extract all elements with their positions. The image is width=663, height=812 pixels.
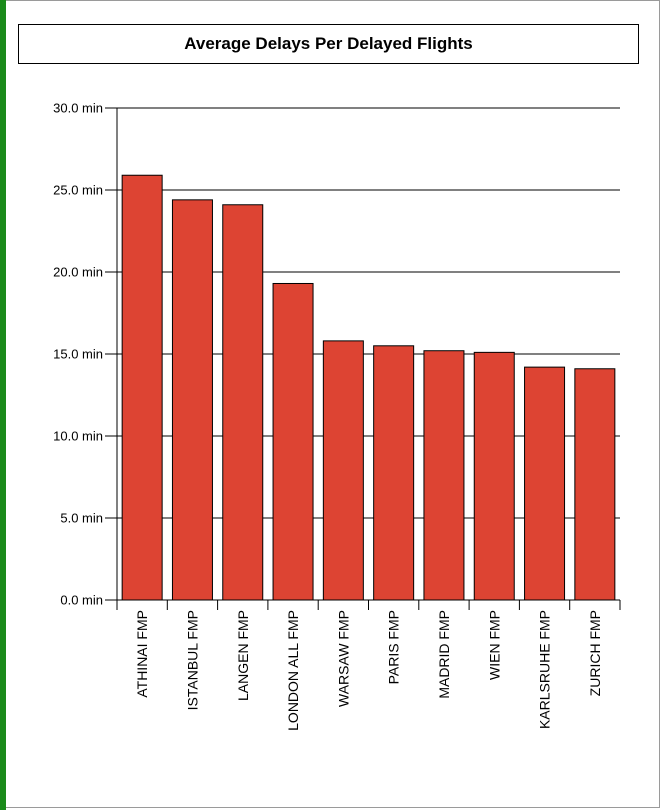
y-tick-label: 0.0 min: [60, 593, 103, 608]
x-tick-label: MADRID FMP: [436, 610, 452, 699]
x-tick-label: ATHINAI FMP: [134, 610, 150, 698]
y-tick-label: 20.0 min: [53, 265, 103, 280]
bars: [121, 174, 616, 601]
bar: [423, 350, 465, 601]
x-tick-label: PARIS FMP: [386, 610, 402, 684]
bar: [322, 340, 364, 601]
bar: [373, 345, 415, 601]
x-tick-label: ISTANBUL FMP: [184, 610, 200, 710]
left-accent-bar: [0, 0, 6, 810]
bar: [524, 366, 566, 601]
bar: [121, 174, 163, 601]
y-tick-label: 5.0 min: [60, 511, 103, 526]
y-tick-label: 25.0 min: [53, 183, 103, 198]
x-tick-labels: ATHINAI FMP ISTANBUL FMP LANGEN FMP LONDON …: [134, 610, 603, 731]
x-tick-label: ZURICH FMP: [587, 610, 603, 696]
bar: [473, 351, 515, 601]
chart-title: Average Delays Per Delayed Flights: [18, 24, 639, 64]
y-tick-label: 15.0 min: [53, 347, 103, 362]
bar: [272, 282, 314, 601]
y-tick-label: 30.0 min: [53, 101, 103, 116]
bar: [574, 368, 616, 601]
x-tick-label: WIEN FMP: [486, 610, 502, 680]
y-tick-labels: 0.0 min 5.0 min 10.0 min 15.0 min 20.0 min 25…: [53, 101, 103, 608]
x-tick-label: LONDON ALL FMP: [285, 610, 301, 731]
bar: [171, 199, 213, 601]
bar: [222, 204, 264, 601]
x-tick-label: KARLSRUHE FMP: [537, 610, 553, 729]
x-tick-label: WARSAW FMP: [335, 610, 351, 707]
x-tick-label: LANGEN FMP: [235, 610, 251, 701]
y-tick-label: 10.0 min: [53, 429, 103, 444]
axes: [105, 107, 621, 610]
